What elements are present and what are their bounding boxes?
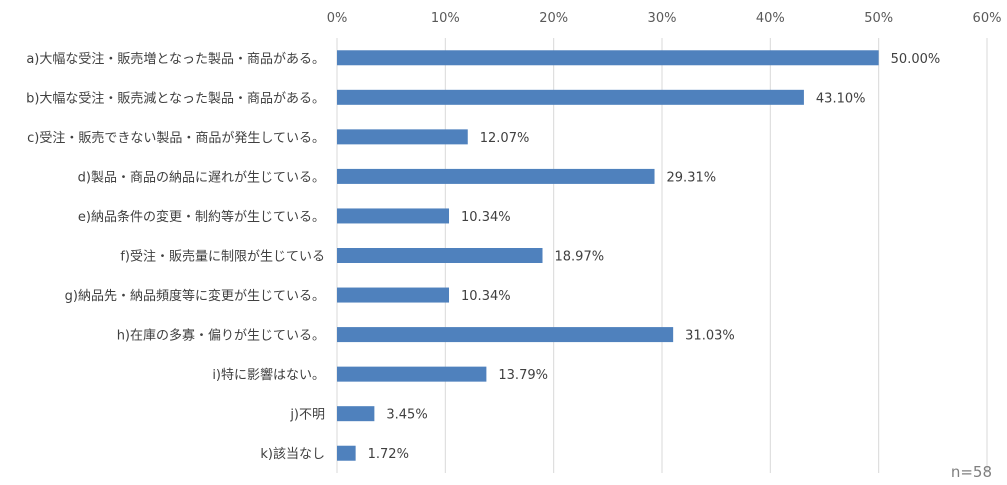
bar [337,366,487,382]
x-tick-label: 60% [973,11,1002,26]
bar [337,208,450,224]
category-label: c)受注・販売できない製品・商品が発生している。 [27,130,325,146]
value-label: 10.34% [461,210,511,225]
category-labels: a)大幅な受注・販売増となった製品・商品がある。 b)大幅な受注・販売減となった製… [26,51,325,462]
value-label: 31.03% [685,329,735,344]
bar [337,445,356,461]
x-tick-label: 0% [327,11,348,26]
value-labels: 50.00% 43.10% 12.07% 29.31% 10.34% 18.97% 10.3… [368,52,941,462]
category-label: h)在庫の多寡・偏りが生じている。 [117,328,325,344]
bar [337,248,543,263]
category-label: d)製品・商品の納品に遅れが生じている。 [78,170,325,185]
category-label: a)大幅な受注・販売増となった製品・商品がある。 [26,51,325,67]
value-label: 12.07% [480,131,530,146]
value-label: 1.72% [368,447,409,462]
value-label: 18.97% [555,250,605,265]
category-label: k)該当なし [260,446,325,462]
bar [337,168,655,184]
value-label: 3.45% [386,408,427,423]
bar [337,406,375,422]
sample-size-note: n=58 [951,463,992,481]
x-tick-label: 20% [539,11,568,26]
value-label: 50.00% [891,52,941,67]
category-label: b)大幅な受注・販売減となった製品・商品がある。 [26,90,325,106]
x-axis-tick-labels: 0% 10% 20% 30% 40% 50% 60% [327,11,1002,26]
value-label: 43.10% [816,91,866,106]
category-label: j)不明 [289,408,325,423]
category-label: e)納品条件の変更・制約等が生じている。 [78,209,325,225]
x-tick-label: 30% [648,11,677,26]
value-label: 10.34% [461,289,511,304]
x-tick-label: 40% [756,11,785,26]
bar [337,129,468,145]
category-label: g)納品先・納品頻度等に変更が生じている。 [65,288,325,304]
bars [337,50,879,461]
bar [337,287,450,303]
x-tick-label: 50% [864,11,893,26]
gridlines [336,38,988,473]
x-tick-label: 10% [431,11,460,26]
category-label: f)受注・販売量に制限が生じている [120,249,325,265]
value-label: 13.79% [498,368,548,383]
bar [337,327,674,343]
value-label: 29.31% [667,170,717,185]
category-label: i)特に影響はない。 [212,367,325,383]
bar [337,50,879,66]
bar [337,89,804,105]
